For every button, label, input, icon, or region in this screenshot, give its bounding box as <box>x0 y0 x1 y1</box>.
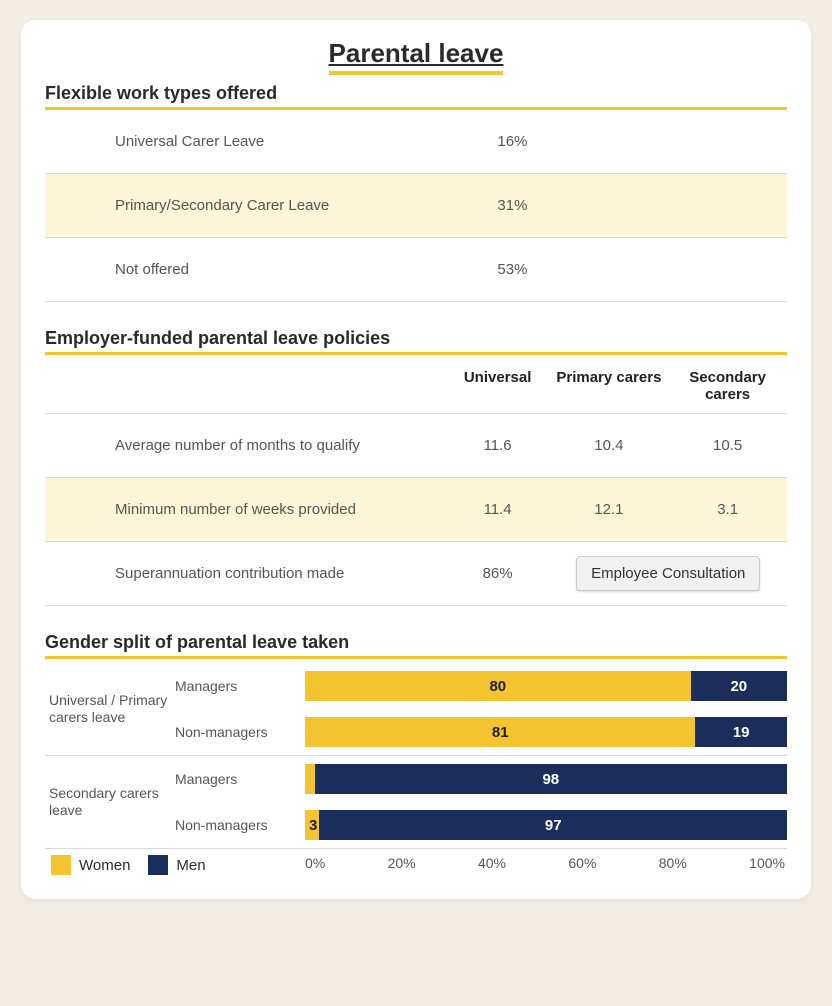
bars-column: Managers8020Non-managers8119 <box>175 663 787 755</box>
table-row: Minimum number of weeks provided 11.4 12… <box>45 478 787 542</box>
bar-row-label: Non-managers <box>175 817 305 833</box>
chart-legend: Women Men <box>45 855 305 875</box>
bar-track: 8020 <box>305 671 787 701</box>
bar-track: 8119 <box>305 717 787 747</box>
table-row: Superannuation contribution made 86% Emp… <box>45 542 787 606</box>
row-label: Not offered <box>45 261 446 278</box>
legend-label: Men <box>176 857 205 874</box>
row-value: 53% <box>446 261 580 278</box>
col-header: Secondary carers <box>668 369 787 403</box>
cell: 10.4 <box>550 437 669 454</box>
group-label: Universal / Primary carers leave <box>45 663 175 755</box>
gender-split-chart: Universal / Primary carers leaveManagers… <box>45 663 787 875</box>
chart-group: Secondary carers leaveManagers 98 Non-mana… <box>45 756 787 849</box>
bar-row-label: Managers <box>175 678 305 694</box>
segment-men: 98 <box>315 764 787 794</box>
segment-women <box>305 764 315 794</box>
segment-men: 97 <box>319 810 787 840</box>
segment-women: 3 <box>305 810 319 840</box>
title-wrap: Parental leave <box>45 38 787 75</box>
axis-tick: 80% <box>659 855 687 875</box>
row-value: 16% <box>446 133 580 150</box>
col-header: Universal <box>446 369 550 403</box>
section3-title: Gender split of parental leave taken <box>45 632 787 659</box>
row-label: Universal Carer Leave <box>45 133 446 150</box>
report-card: Parental leave Flexible work types offer… <box>21 20 811 899</box>
segment-men: 19 <box>695 717 787 747</box>
page-title: Parental leave <box>329 38 504 75</box>
cell: 86% <box>446 565 550 582</box>
bar-row-label: Non-managers <box>175 724 305 740</box>
row-label: Superannuation contribution made <box>45 565 446 582</box>
row-label: Average number of months to qualify <box>45 437 446 454</box>
table-row: Average number of months to qualify 11.6… <box>45 414 787 478</box>
cell: 11.6 <box>446 437 550 454</box>
table-row: Universal Carer Leave 16% <box>45 110 787 174</box>
bar-row: Non-managers397 <box>175 802 787 848</box>
table-row: Not offered 53% <box>45 238 787 302</box>
cell: 3.1 <box>668 501 787 518</box>
axis-tick: 60% <box>568 855 596 875</box>
segment-men: 20 <box>691 671 787 701</box>
bar-row: Managers 98 <box>175 756 787 802</box>
legend-item-men: Men <box>148 855 205 875</box>
axis-tick: 40% <box>478 855 506 875</box>
bar-track: 397 <box>305 810 787 840</box>
axis-tick: 0% <box>305 855 325 875</box>
legend-label: Women <box>79 857 130 874</box>
segment-women: 81 <box>305 717 695 747</box>
employee-consultation-button[interactable]: Employee Consultation <box>576 556 760 591</box>
table-row: Primary/Secondary Carer Leave 31% <box>45 174 787 238</box>
axis-tick: 20% <box>388 855 416 875</box>
section1-title: Flexible work types offered <box>45 83 787 110</box>
bar-row: Managers8020 <box>175 663 787 709</box>
row-label: Primary/Secondary Carer Leave <box>45 197 446 214</box>
swatch-women <box>51 855 71 875</box>
chart-axis-row: Women Men 0% 20% 40% 60% 80% 100% <box>45 849 787 875</box>
chart-group: Universal / Primary carers leaveManagers… <box>45 663 787 756</box>
group-label: Secondary carers leave <box>45 756 175 848</box>
bar-row: Non-managers8119 <box>175 709 787 755</box>
legend-item-women: Women <box>51 855 130 875</box>
bar-track: 98 <box>305 764 787 794</box>
x-axis: 0% 20% 40% 60% 80% 100% <box>305 855 787 875</box>
bars-column: Managers 98 Non-managers397 <box>175 756 787 848</box>
row-label: Minimum number of weeks provided <box>45 501 446 518</box>
cell: 11.4 <box>446 501 550 518</box>
bar-row-label: Managers <box>175 771 305 787</box>
table-header: Universal Primary carers Secondary carer… <box>45 355 787 414</box>
col-header: Primary carers <box>550 369 669 403</box>
section2-title: Employer-funded parental leave policies <box>45 328 787 355</box>
cell: 12.1 <box>550 501 669 518</box>
swatch-men <box>148 855 168 875</box>
row-value: 31% <box>446 197 580 214</box>
cell: 10.5 <box>668 437 787 454</box>
segment-women: 80 <box>305 671 691 701</box>
axis-tick: 100% <box>749 855 785 875</box>
